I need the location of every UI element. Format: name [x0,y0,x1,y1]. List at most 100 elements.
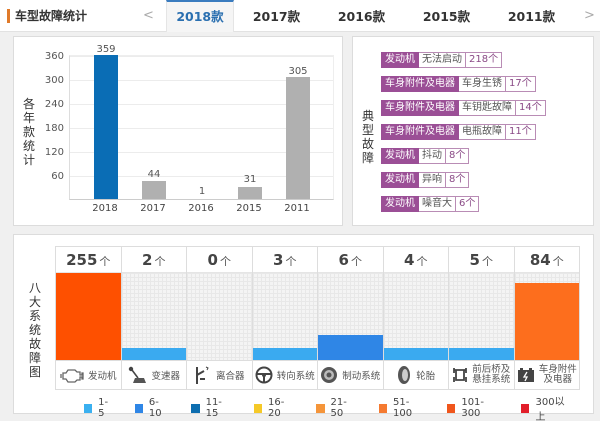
fault-system-tag: 车身附件及电器 [381,76,459,92]
axis-char: 典 [361,109,374,123]
systems-axis-label: 八 大 系 统 故 障 图 [28,281,42,379]
x-tick-2015: 2015 [236,203,262,214]
tire-icon [398,366,411,384]
count-unit: 个 [154,255,166,268]
system-bar [252,347,317,360]
axis-char: 型 [361,123,374,137]
system-label: 车身附件 及电器 [514,360,579,389]
legend-label: 300以上 [535,397,565,421]
fault-count: 6个 [456,196,480,212]
system-bar-area [121,273,186,360]
name-line: 及电器 [543,374,572,385]
prev-arrow-icon[interactable]: < [143,8,154,23]
system-column-body-electrical[interactable]: 84 个 车身附件 及电器 [514,247,579,389]
fault-item[interactable]: 发动机 异响 8个 [381,172,470,188]
x-tick-2017: 2017 [140,203,166,214]
system-name: 变速器 [151,371,180,382]
bar-value-2016: 1 [198,186,206,197]
tab-2011[interactable]: 2011款 [507,9,556,24]
y-tick: 360 [44,51,64,62]
tab-2016[interactable]: 2016款 [337,9,386,24]
bar-2017[interactable] [142,181,166,199]
fault-item[interactable]: 车身附件及电器 车钥匙故障 14个 [381,100,546,116]
fault-count: 8个 [446,172,470,188]
system-count: 255 个 [56,247,121,273]
legend-swatch [316,403,325,413]
system-label: 发动机 [56,360,121,389]
legend-item: 101-300 [447,393,499,421]
fault-description: 异响 [419,172,446,188]
steering-wheel-icon [255,366,273,384]
system-label: 转向系统 [252,360,317,389]
fault-item[interactable]: 发动机 无法启动 218个 [381,52,503,68]
fault-system-tag: 车身附件及电器 [381,100,459,116]
system-bar-area [383,273,448,360]
y-tick: 240 [44,99,64,110]
axis-char: 系 [28,309,41,323]
legend-label: 21-50 [330,397,347,419]
system-name: 轮胎 [416,371,436,382]
fault-item[interactable]: 车身附件及电器 电瓶故障 11个 [381,124,536,140]
system-label: 前后桥及 悬挂系统 [449,360,514,389]
legend-item: 11-15 [191,393,231,421]
bar-2015[interactable] [238,187,262,199]
count-value: 0 [207,251,218,269]
bar-value-2017: 44 [147,169,161,180]
system-name: 制动系统 [342,371,381,382]
section-title: 车型故障统计 [7,7,87,25]
typical-faults-panel: 典 型 故 障 发动机 无法启动 218个 车身附件及电器 车身生锈 17个 车… [352,36,594,226]
count-value: 4 [404,251,415,269]
tab-2017[interactable]: 2017款 [252,9,301,24]
legend-item: 300以上 [521,393,571,421]
next-arrow-icon[interactable]: > [584,8,595,23]
fault-system-tag: 发动机 [381,52,419,68]
fault-item[interactable]: 发动机 抖动 8个 [381,148,470,164]
count-unit: 个 [219,255,231,268]
system-bar-area [56,273,121,360]
count-unit: 个 [552,255,564,268]
legend-label: 101-300 [461,397,485,419]
system-bar-area [252,273,317,360]
tab-2018[interactable]: 2018款 [166,0,234,32]
system-name: 转向系统 [276,371,315,382]
tab-2015[interactable]: 2015款 [422,9,471,24]
system-bar-area [318,273,383,360]
name-line: 悬挂系统 [472,374,511,385]
fault-item[interactable]: 发动机 噪音大 6个 [381,196,480,212]
axis-char: 计 [22,153,35,167]
gridline [70,56,333,57]
legend-swatch [447,403,456,413]
count-unit: 个 [481,255,493,268]
system-bar [383,347,448,360]
x-tick-2016: 2016 [188,203,214,214]
legend-swatch [191,403,200,413]
count-value: 2 [142,251,153,269]
fault-count: 11个 [506,124,536,140]
system-bar [449,347,514,360]
count-unit: 个 [350,255,362,268]
bar-2011[interactable] [286,77,310,199]
legend-label: 6-10 [148,397,162,419]
system-bar [514,283,579,360]
bar-2018[interactable] [94,55,118,199]
system-bar [121,347,186,360]
fault-count: 14个 [516,100,546,116]
fault-item[interactable]: 车身附件及电器 车身生锈 17个 [381,76,536,92]
axle-icon [453,368,468,382]
fault-description: 噪音大 [419,196,456,212]
system-name: 前后桥及 悬挂系统 [472,365,510,385]
y-tick: 180 [44,123,64,134]
year-tabs: 2018款 2017款 2016款 2015款 2011款 [166,0,574,32]
system-column-engine[interactable]: 255 个 发动机 [56,247,122,389]
legend-label: 16-20 [268,397,285,419]
system-count: 84 个 [514,247,579,273]
battery-icon [517,368,534,382]
